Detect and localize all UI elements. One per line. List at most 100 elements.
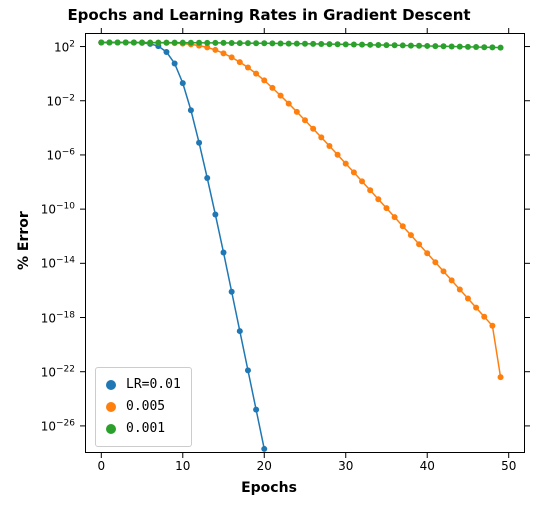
series-marker — [188, 40, 194, 46]
series-marker — [261, 40, 267, 46]
series-marker — [351, 169, 357, 175]
series-marker — [294, 109, 300, 115]
y-tick-label: 10−6 — [0, 147, 75, 162]
chart-container: Epochs and Learning Rates in Gradient De… — [0, 0, 538, 511]
series-marker — [245, 65, 251, 71]
series-marker — [188, 107, 194, 113]
series-marker — [115, 39, 121, 45]
y-tick-label: 10−14 — [0, 256, 75, 271]
series-marker — [212, 212, 218, 218]
series-marker — [489, 44, 495, 50]
series-marker — [449, 277, 455, 283]
series-marker — [253, 407, 259, 413]
y-tick-label: 10−2 — [0, 93, 75, 108]
series-marker — [286, 41, 292, 47]
series-marker — [392, 214, 398, 220]
series-marker — [221, 50, 227, 56]
series-line — [101, 42, 500, 377]
series-marker — [457, 286, 463, 292]
series-marker — [400, 223, 406, 229]
series-marker — [481, 44, 487, 50]
y-tick-label: 10−18 — [0, 310, 75, 325]
series-marker — [432, 259, 438, 265]
series-marker — [335, 152, 341, 158]
series-marker — [359, 42, 365, 48]
series-marker — [449, 43, 455, 49]
legend-swatch — [106, 402, 116, 412]
series-marker — [457, 44, 463, 50]
series-marker — [392, 42, 398, 48]
series-marker — [245, 367, 251, 373]
series-marker — [106, 39, 112, 45]
series-marker — [375, 42, 381, 48]
series-marker — [172, 40, 178, 46]
series-marker — [269, 40, 275, 46]
series-marker — [269, 85, 275, 91]
x-tick-label: 50 — [501, 459, 516, 473]
series-marker — [481, 314, 487, 320]
series-marker — [367, 42, 373, 48]
legend-label: LR=0.01 — [126, 374, 181, 396]
series-marker — [196, 40, 202, 46]
y-tick-label: 10−22 — [0, 364, 75, 379]
legend-label: 0.005 — [126, 396, 165, 418]
series-marker — [212, 40, 218, 46]
legend-item: LR=0.01 — [106, 374, 181, 396]
series-marker — [261, 446, 267, 452]
series-marker — [221, 40, 227, 46]
series-marker — [253, 40, 259, 46]
series-marker — [465, 44, 471, 50]
series-marker — [245, 40, 251, 46]
series-marker — [318, 41, 324, 47]
series-marker — [326, 41, 332, 47]
series-marker — [310, 126, 316, 132]
series-marker — [212, 47, 218, 53]
series-marker — [489, 323, 495, 329]
series-marker — [237, 59, 243, 65]
series-marker — [229, 54, 235, 60]
x-tick-label: 30 — [338, 459, 353, 473]
series-marker — [302, 117, 308, 123]
series-marker — [375, 196, 381, 202]
series-marker — [196, 140, 202, 146]
series-marker — [163, 49, 169, 55]
series-marker — [383, 42, 389, 48]
series-marker — [286, 101, 292, 107]
series-marker — [416, 241, 422, 247]
series-marker — [343, 41, 349, 47]
series-marker — [416, 43, 422, 49]
series-marker — [424, 43, 430, 49]
x-tick-label: 20 — [257, 459, 272, 473]
series-marker — [139, 40, 145, 46]
series-marker — [343, 161, 349, 167]
series-marker — [498, 45, 504, 51]
series-marker — [237, 328, 243, 334]
legend: LR=0.010.0050.001 — [95, 367, 192, 447]
legend-item: 0.001 — [106, 418, 181, 440]
x-tick-label: 0 — [97, 459, 105, 473]
series-marker — [400, 42, 406, 48]
series-marker — [383, 205, 389, 211]
series-marker — [278, 93, 284, 99]
series-marker — [163, 40, 169, 46]
series-marker — [408, 43, 414, 49]
series-marker — [253, 71, 259, 77]
legend-swatch — [106, 380, 116, 390]
series-marker — [408, 232, 414, 238]
x-tick-label: 10 — [175, 459, 190, 473]
legend-item: 0.005 — [106, 396, 181, 418]
series-marker — [172, 60, 178, 66]
legend-swatch — [106, 424, 116, 434]
series-marker — [180, 40, 186, 46]
series-marker — [473, 305, 479, 311]
y-tick-label: 102 — [0, 39, 75, 54]
series-marker — [424, 250, 430, 256]
series-marker — [294, 41, 300, 47]
series-marker — [441, 43, 447, 49]
chart-svg — [0, 0, 538, 511]
series-marker — [367, 187, 373, 193]
y-tick-label: 10−10 — [0, 202, 75, 217]
series-marker — [147, 40, 153, 46]
series-marker — [221, 249, 227, 255]
series-marker — [351, 42, 357, 48]
